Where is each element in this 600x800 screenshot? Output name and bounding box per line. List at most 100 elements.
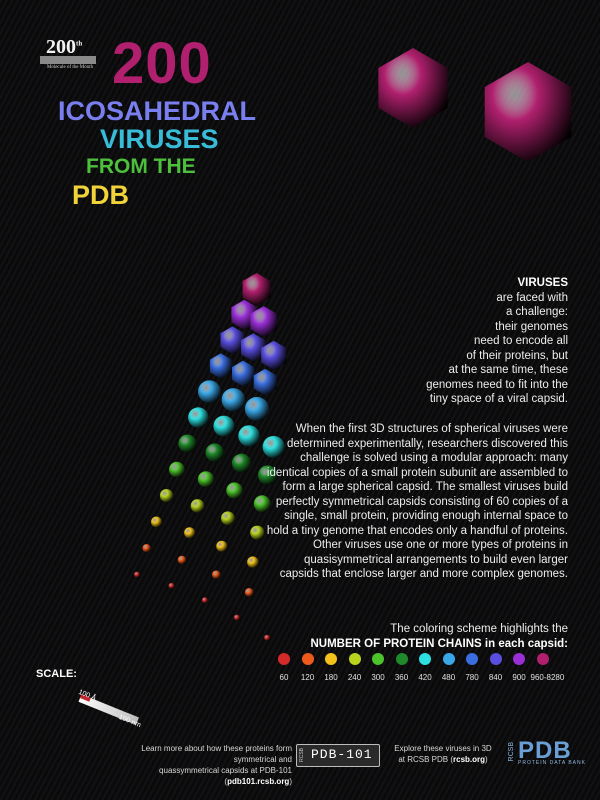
legend-value: 120 — [300, 673, 315, 682]
virus-capsid — [198, 380, 221, 403]
molecule-of-the-month-logo: 200th Molecule of the Month — [40, 36, 96, 72]
legend-swatch — [466, 653, 478, 665]
rcsb-link[interactable]: rcsb.org — [453, 755, 486, 764]
logo-subtitle: Molecule of the Month — [46, 65, 94, 70]
intro-text: VIRUSES are faced with a challenge: thei… — [328, 276, 568, 407]
coloring-scheme-text: The coloring scheme highlights the NUMBE… — [263, 622, 568, 651]
footer-left-line2: quassymmetrical capsids at PDB-101 ( — [159, 766, 292, 786]
intro-line: their genomes — [495, 320, 568, 333]
virus-capsid — [232, 453, 251, 473]
legend-swatch — [489, 653, 502, 665]
legend-swatch — [325, 653, 337, 665]
intro-line: of their proteins, but — [466, 349, 568, 362]
legend-value: 780 — [465, 673, 479, 682]
intro-line: genomes need to fit into the — [426, 378, 568, 391]
legend-value: 900 — [512, 673, 526, 682]
legend-swatch — [442, 653, 455, 665]
virus-capsid — [169, 461, 185, 478]
pdb101-link[interactable]: pdb101.rcsb.org — [227, 777, 290, 786]
rcsb-logo-text: PDB — [518, 737, 572, 764]
legend-item: 900 — [507, 653, 531, 682]
legend-value: 60 — [279, 673, 289, 682]
legend-swatch — [278, 653, 290, 665]
virus-capsid — [201, 597, 208, 604]
legend-value: 360 — [394, 673, 409, 682]
legend-swatch — [372, 653, 384, 665]
virus-capsid — [188, 407, 209, 428]
virus-capsid — [253, 495, 271, 513]
virus-capsid — [213, 415, 235, 437]
legend-item: 300 — [366, 653, 390, 682]
virus-capsid — [262, 435, 285, 458]
footer-left-close: ) — [289, 777, 292, 786]
virus-capsid — [178, 434, 197, 453]
legend-swatch — [395, 653, 408, 665]
chain-count-legend: 60 120 180 240 300 360 420 480 780 840 900 960-8280 — [272, 653, 572, 693]
virus-capsid — [242, 273, 271, 306]
virus-capsid — [159, 489, 174, 503]
intro-heading: VIRUSES — [517, 277, 569, 289]
legend-swatch — [536, 653, 549, 665]
virus-capsid — [142, 544, 151, 553]
virus-capsid — [205, 443, 224, 462]
body-paragraph: When the first 3D structures of spherica… — [266, 423, 568, 580]
legend-value: 840 — [488, 673, 503, 682]
footer-pdb101-text: Learn more about how these proteins form… — [118, 743, 292, 787]
virus-capsid — [216, 540, 228, 552]
intro-line: are faced with — [496, 291, 568, 304]
legend-item: 840 — [484, 653, 508, 682]
virus-capsid — [244, 588, 254, 597]
intro-line: need to encode all — [474, 335, 568, 347]
legend-item: 480 — [437, 653, 461, 682]
legend-swatch — [513, 653, 525, 665]
scheme-heading: NUMBER OF PROTEIN CHAINS in each capsid: — [310, 637, 568, 650]
virus-capsid — [484, 62, 572, 162]
pdb101-logo-small: RCSB — [299, 748, 305, 762]
legend-value: 300 — [371, 673, 385, 682]
intro-line: tiny space of a viral capsid. — [429, 393, 568, 405]
legend-item: 240 — [343, 653, 367, 682]
virus-capsid — [184, 527, 196, 539]
legend-swatch — [348, 653, 361, 665]
legend-value: 960-8280 — [530, 673, 565, 682]
scale-label: SCALE: — [36, 668, 77, 680]
virus-capsid — [250, 525, 265, 540]
legend-swatch — [301, 653, 314, 665]
virus-capsid — [232, 360, 255, 387]
scheme-line1: The coloring scheme highlights the — [390, 623, 568, 635]
virus-capsid — [241, 333, 266, 362]
virus-capsid — [212, 570, 221, 579]
virus-capsid — [209, 353, 232, 379]
legend-item: 180 — [319, 653, 343, 682]
virus-capsid — [264, 634, 271, 641]
legend-value: 480 — [441, 673, 456, 682]
virus-capsid — [261, 340, 287, 370]
virus-capsid — [247, 556, 259, 568]
virus-capsid — [244, 396, 269, 421]
footer-right-line1: Explore these viruses in 3D — [394, 744, 492, 753]
virus-capsid — [250, 306, 277, 337]
legend-item: 420 — [413, 653, 437, 682]
intro-line: a challenge: — [505, 306, 568, 318]
virus-capsid — [378, 48, 448, 128]
pdb101-logo[interactable]: RCSB PDB-101 — [296, 744, 380, 767]
logo-suffix: th — [76, 39, 83, 48]
legend-item: 360 — [390, 653, 414, 682]
footer-left-line1: Learn more about how these proteins form… — [141, 744, 292, 764]
legend-item: 120 — [296, 653, 320, 682]
logo-number: 200 — [46, 36, 76, 58]
virus-capsid — [258, 465, 278, 485]
rcsb-logo-subtitle: PROTEIN DATA BANK — [518, 760, 586, 766]
legend-value: 180 — [324, 673, 338, 682]
title-number: 200 — [112, 31, 212, 96]
title-line2: VIRUSES — [100, 124, 219, 154]
virus-capsid — [253, 368, 277, 396]
legend-item: 960-8280 — [530, 653, 565, 682]
legend-item: 60 — [272, 653, 296, 682]
virus-capsid — [190, 499, 205, 513]
virus-capsid — [168, 582, 175, 589]
intro-line: at the same time, these — [448, 364, 568, 376]
footer-right-close: ) — [485, 755, 488, 764]
virus-capsid — [151, 516, 162, 528]
rcsb-pdb-logo[interactable]: RCSB PDB PROTEIN DATA BANK — [508, 737, 585, 768]
